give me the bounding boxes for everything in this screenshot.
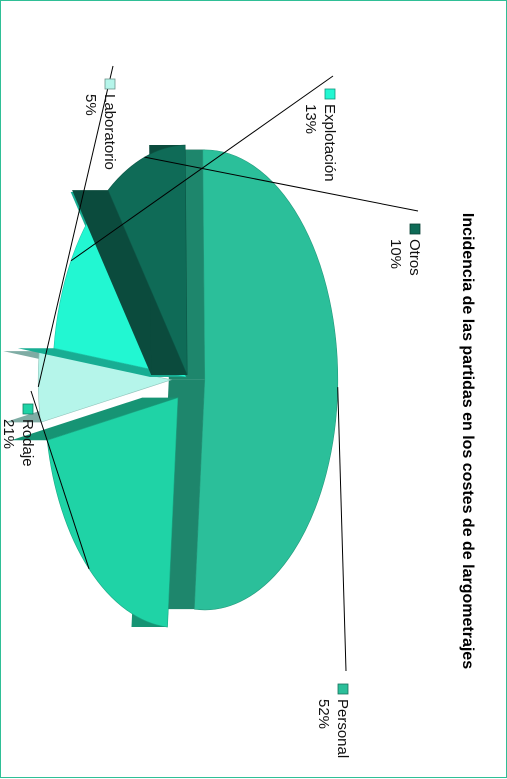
legend-swatch: [22, 403, 34, 415]
pie-slices: [3, 144, 339, 628]
legend-swatch: [409, 223, 421, 235]
slice-label-pct: 52%: [315, 699, 332, 729]
leader-line: [37, 65, 114, 387]
leader-line: [144, 156, 419, 212]
leader-line: [30, 390, 90, 570]
slice-label-pct: 21%: [1, 419, 17, 449]
slice-label-name: Otros: [406, 239, 423, 276]
slice-label-pct: 5%: [82, 94, 99, 116]
slice-rodaje: [11, 397, 179, 628]
slice-label-name: Personal: [334, 699, 351, 758]
slice-label-pct: 10%: [387, 239, 404, 269]
legend-swatch: [324, 88, 336, 100]
legend-swatch: [337, 683, 349, 695]
slice-label-pct: 13%: [302, 104, 319, 134]
slice-otros: [72, 144, 188, 376]
slice-label-name: Rodaje: [19, 419, 36, 467]
slice-label-name: Laboratorio: [101, 94, 118, 170]
leader-line: [337, 387, 347, 672]
leader-lines: [30, 65, 419, 672]
legend-swatch: [104, 78, 116, 90]
slice-label-name: Explotación: [321, 104, 338, 182]
chart-title: Incidencia de las partidas en los costes…: [459, 213, 476, 669]
